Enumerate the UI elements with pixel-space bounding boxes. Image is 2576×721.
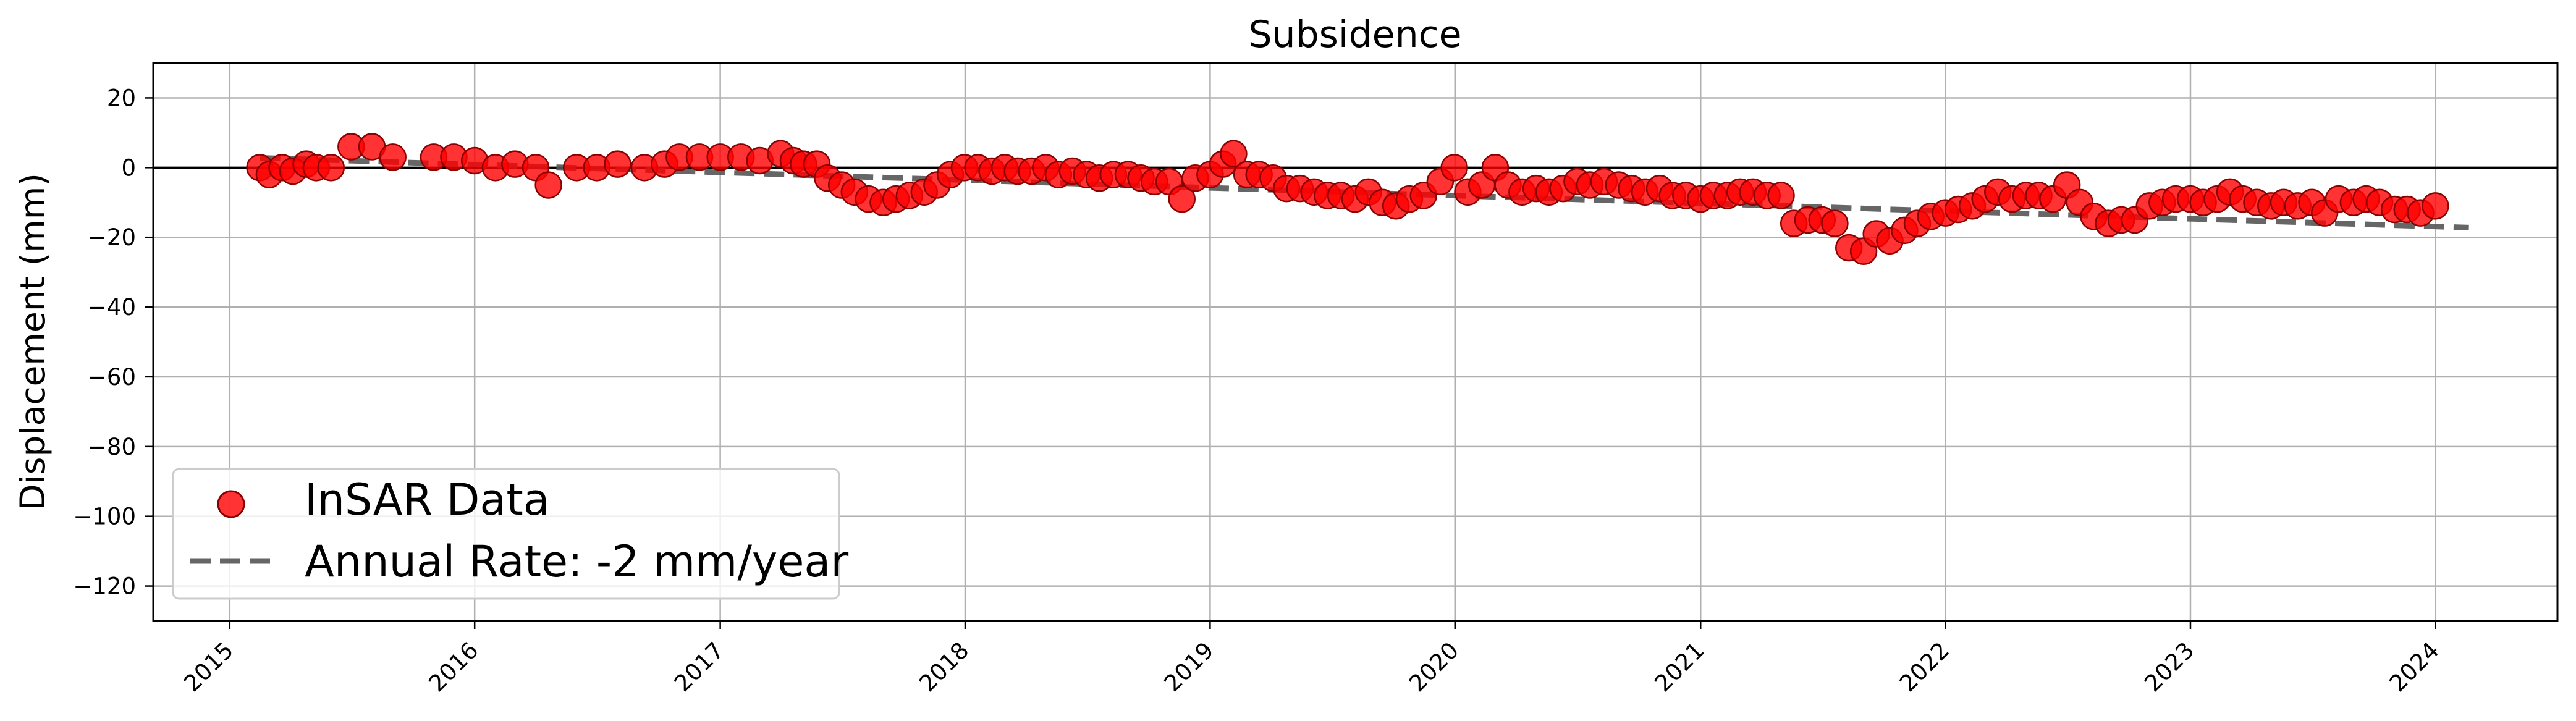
legend-marker-insar — [217, 490, 245, 518]
data-point — [1168, 185, 1196, 213]
y-tick-label: −120 — [73, 573, 136, 600]
data-point — [379, 143, 407, 171]
y-tick-label: −60 — [88, 364, 136, 390]
legend: InSAR Data Annual Rate: -2 mm/year — [172, 468, 848, 600]
data-point — [534, 171, 562, 199]
insar-data-series — [246, 133, 2449, 266]
y-tick-label: −20 — [88, 224, 136, 251]
data-point — [1821, 209, 1849, 237]
y-tick-label: 20 — [107, 85, 136, 111]
y-tick-label: 0 — [121, 154, 136, 181]
plot-frame — [152, 62, 2559, 622]
chart-title: Subsidence — [1248, 13, 1461, 56]
y-tick-label: −100 — [73, 504, 136, 530]
data-point — [1220, 140, 1248, 167]
legend-label-insar: InSAR Data — [305, 474, 550, 525]
data-point — [604, 150, 631, 178]
data-point — [2422, 192, 2449, 220]
y-tick-label: −40 — [88, 294, 136, 321]
data-point — [1767, 182, 1795, 209]
legend-box — [172, 468, 840, 600]
legend-label-trend: Annual Rate: -2 mm/year — [305, 536, 848, 587]
y-axis-title: Displacement (mm) — [13, 173, 53, 510]
data-point — [1440, 154, 1468, 182]
data-point — [317, 154, 345, 182]
y-tick-label: −80 — [88, 434, 136, 460]
